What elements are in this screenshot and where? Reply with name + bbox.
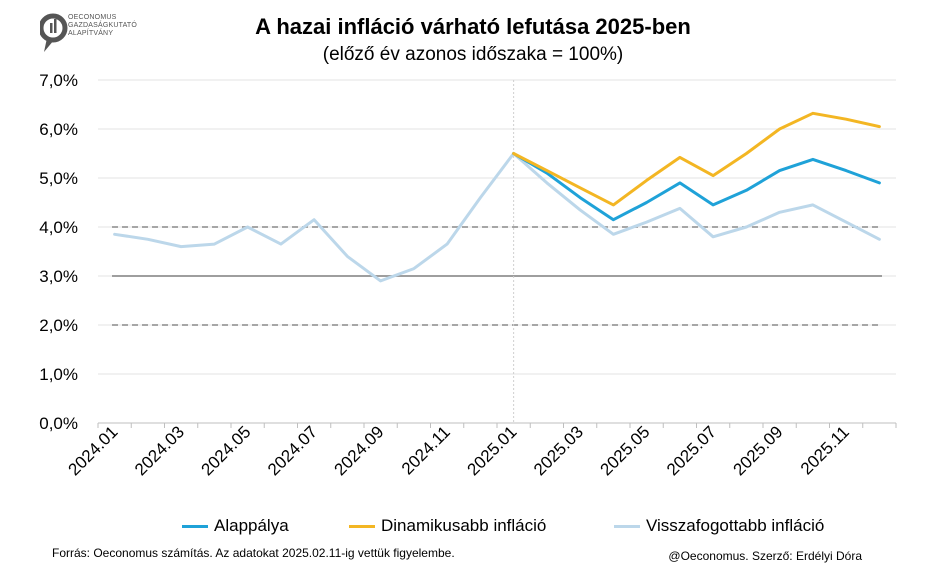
x-tick-label: 2025.07 bbox=[663, 422, 720, 479]
chart-title: A hazai infláció várható lefutása 2025-b… bbox=[255, 14, 691, 39]
x-tick-label: 2024.03 bbox=[131, 422, 188, 479]
legend-label-dinamikusabb: Dinamikusabb infláció bbox=[381, 516, 547, 535]
logo-mark-icon bbox=[38, 13, 68, 52]
y-tick-label: 0,0% bbox=[39, 414, 78, 433]
series-line-alappalya bbox=[512, 152, 881, 222]
source-note: Forrás: Oeconomus számítás. Az adatokat … bbox=[52, 546, 455, 560]
legend-swatch-alappalya bbox=[182, 524, 208, 528]
series-line-dinamikusabb bbox=[512, 111, 881, 207]
y-tick-label: 2,0% bbox=[39, 316, 78, 335]
legend-label-visszafogottabb: Visszafogottabb infláció bbox=[646, 516, 825, 535]
legend: Alappálya Dinamikusabb infláció Visszafo… bbox=[0, 516, 946, 540]
y-tick-label: 3,0% bbox=[39, 267, 78, 286]
legend-item-visszafogottabb: Visszafogottabb infláció bbox=[614, 516, 824, 536]
legend-item-dinamikusabb: Dinamikusabb infláció bbox=[349, 516, 546, 536]
legend-label-alappalya: Alappálya bbox=[214, 516, 289, 535]
y-tick-label: 7,0% bbox=[39, 71, 78, 90]
x-tick-label: 2024.07 bbox=[264, 422, 321, 479]
y-tick-label: 4,0% bbox=[39, 218, 78, 237]
series-line-visszafogottabb bbox=[113, 152, 881, 283]
x-tick-label: 2025.05 bbox=[597, 422, 654, 479]
x-tick-label: 2024.09 bbox=[331, 422, 388, 479]
x-tick-label: 2024.11 bbox=[398, 422, 454, 478]
x-tick-label: 2025.03 bbox=[530, 422, 587, 479]
author-credit: @Oeconomus. Szerző: Erdélyi Dóra bbox=[668, 549, 862, 563]
chart-subtitle: (előző év azonos időszaka = 100%) bbox=[322, 44, 624, 65]
oeconomus-logo: OECONOMUS GAZDASÁGKUTATÓ ALAPÍTVÁNY bbox=[38, 10, 160, 58]
logo-line-2: GAZDASÁGKUTATÓ bbox=[68, 22, 138, 29]
y-tick-label: 6,0% bbox=[39, 120, 78, 139]
logo-line-1: OECONOMUS bbox=[68, 14, 117, 21]
x-tick-label: 2025.01 bbox=[464, 422, 521, 479]
x-tick-label: 2025.11 bbox=[797, 422, 853, 478]
x-tick-label: 2024.05 bbox=[198, 422, 255, 479]
y-tick-label: 5,0% bbox=[39, 169, 78, 188]
x-tick-label: 2025.09 bbox=[730, 422, 787, 479]
legend-swatch-dinamikusabb bbox=[349, 524, 375, 528]
logo-text: OECONOMUS GAZDASÁGKUTATÓ ALAPÍTVÁNY bbox=[68, 14, 137, 38]
y-tick-label: 1,0% bbox=[39, 365, 78, 384]
legend-swatch-visszafogottabb bbox=[614, 524, 640, 528]
logo-line-3: ALAPÍTVÁNY bbox=[68, 30, 114, 37]
legend-item-alappalya: Alappálya bbox=[182, 516, 289, 536]
